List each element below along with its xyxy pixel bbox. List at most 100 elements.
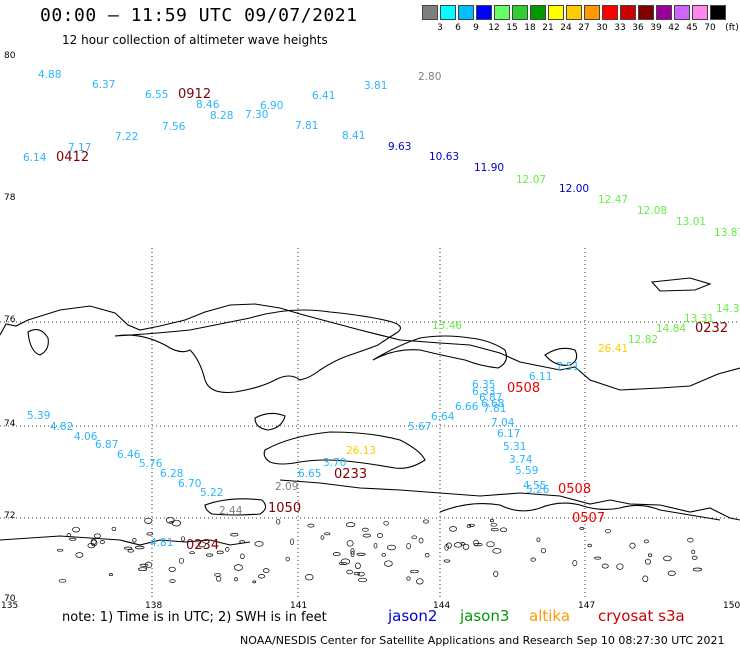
legend-swatch — [710, 5, 726, 20]
longitude-label: 150 — [723, 601, 740, 611]
lake-shape — [262, 568, 270, 573]
legend-unit: (ft) — [725, 23, 739, 33]
lake-shape — [144, 561, 153, 569]
lake-shape — [629, 542, 636, 549]
legend-label: 15 — [506, 23, 518, 33]
lake-shape — [406, 576, 411, 581]
lake-shape — [181, 536, 185, 542]
longitude-label: 144 — [433, 601, 450, 611]
legend-swatch — [530, 5, 546, 20]
lake-shape — [234, 577, 238, 582]
legend-swatch — [494, 5, 510, 20]
longitude-label: 138 — [145, 601, 162, 611]
wave-height-value: 3.81 — [364, 80, 387, 92]
lake-shape — [411, 535, 418, 540]
wave-height-value: 6.17 — [497, 428, 520, 440]
legend-label: 70 — [704, 23, 716, 33]
latitude-label: 72 — [4, 511, 15, 521]
wave-height-value: 6.28 — [160, 468, 183, 480]
lake-shape — [111, 526, 117, 531]
wave-height-value: 6.87 — [479, 392, 502, 404]
lake-shape — [58, 578, 67, 583]
lake-shape — [373, 542, 378, 549]
wave-height-value: 7.81 — [295, 120, 318, 132]
coastline-faddeyevsky — [372, 335, 507, 369]
wave-height-value: 6.90 — [260, 100, 283, 112]
lake-shape — [108, 573, 113, 577]
pass-time-label: 0912 — [178, 87, 211, 102]
lake-shape — [499, 527, 508, 533]
lake-shape — [362, 533, 371, 538]
coastline-islands-north — [0, 303, 740, 391]
wave-height-value: 13.46 — [432, 320, 462, 332]
wave-height-value: 4.88 — [38, 69, 61, 81]
lake-shape — [276, 518, 281, 525]
lake-shape — [493, 570, 499, 577]
lake-shape — [489, 518, 494, 523]
legend-swatch — [620, 5, 636, 20]
wave-height-value: 5.59 — [515, 465, 538, 477]
tundra-lakes — [56, 516, 703, 585]
footnote: note: 1) Time is in UTC; 2) SWH is in fe… — [62, 610, 327, 625]
wave-height-value: 14.3 — [716, 303, 739, 315]
legend-cryosat: cryosat s3a — [598, 607, 685, 625]
lake-shape — [691, 555, 698, 560]
lake-shape — [594, 556, 602, 560]
wave-height-value: 2.80 — [418, 71, 441, 83]
lake-shape — [355, 562, 361, 570]
wave-height-value: 7.30 — [245, 109, 268, 121]
latitude-label: 70 — [4, 594, 16, 604]
lake-shape — [490, 522, 498, 527]
lake-shape — [647, 553, 653, 557]
legend-swatch — [692, 5, 708, 20]
lake-shape — [468, 523, 475, 527]
wave-height-value: 12.82 — [628, 334, 658, 346]
wave-height-value: 4.81 — [150, 537, 173, 549]
lake-shape — [376, 533, 384, 538]
lake-shape — [446, 542, 452, 549]
wave-height-value: 8.46 — [196, 99, 220, 111]
coastline-mainland — [279, 479, 740, 521]
lake-shape — [94, 533, 101, 539]
lake-shape — [692, 567, 703, 572]
wave-height-value: 13.87 — [714, 227, 740, 239]
lake-shape — [350, 548, 355, 555]
lake-shape — [384, 560, 393, 567]
wave-height-value: 3.70 — [323, 457, 346, 469]
lake-shape — [123, 546, 133, 550]
wave-height-value: 6.11 — [529, 371, 552, 383]
lake-shape — [134, 545, 145, 550]
wave-height-value: 5.22 — [200, 487, 223, 499]
lake-shape — [305, 574, 314, 581]
lake-shape — [423, 519, 429, 524]
lake-shape — [667, 570, 676, 576]
wave-height-value: 6.14 — [23, 152, 47, 164]
pass-time-label: 0232 — [695, 321, 728, 336]
lake-shape — [416, 578, 424, 585]
lake-shape — [486, 541, 495, 548]
wave-height-value: 12.08 — [637, 205, 667, 217]
lake-shape — [230, 533, 239, 537]
lake-shape — [168, 566, 176, 572]
wave-height-value: 7.22 — [115, 131, 138, 143]
wave-height-value: 6.66 — [455, 401, 479, 413]
wave-height-value: 8.41 — [342, 130, 365, 142]
lake-shape — [345, 522, 356, 528]
legend-swatch — [638, 5, 654, 20]
longitude-label: 141 — [290, 601, 307, 611]
lake-shape — [492, 548, 502, 554]
wave-height-value: 6.37 — [92, 79, 115, 91]
lake-shape — [444, 543, 449, 551]
lake-shape — [473, 543, 483, 547]
lake-shape — [72, 526, 81, 533]
lake-shape — [418, 537, 424, 544]
coastline-lyakhovsky — [263, 431, 426, 469]
lake-shape — [240, 553, 245, 560]
legend-label: 39 — [650, 23, 662, 33]
coastline-river-delta — [439, 502, 721, 521]
lake-shape — [165, 516, 175, 524]
lake-shape — [642, 575, 649, 583]
lake-shape — [56, 548, 64, 552]
wave-height-value: 5.76 — [139, 458, 163, 470]
lake-shape — [687, 537, 694, 543]
